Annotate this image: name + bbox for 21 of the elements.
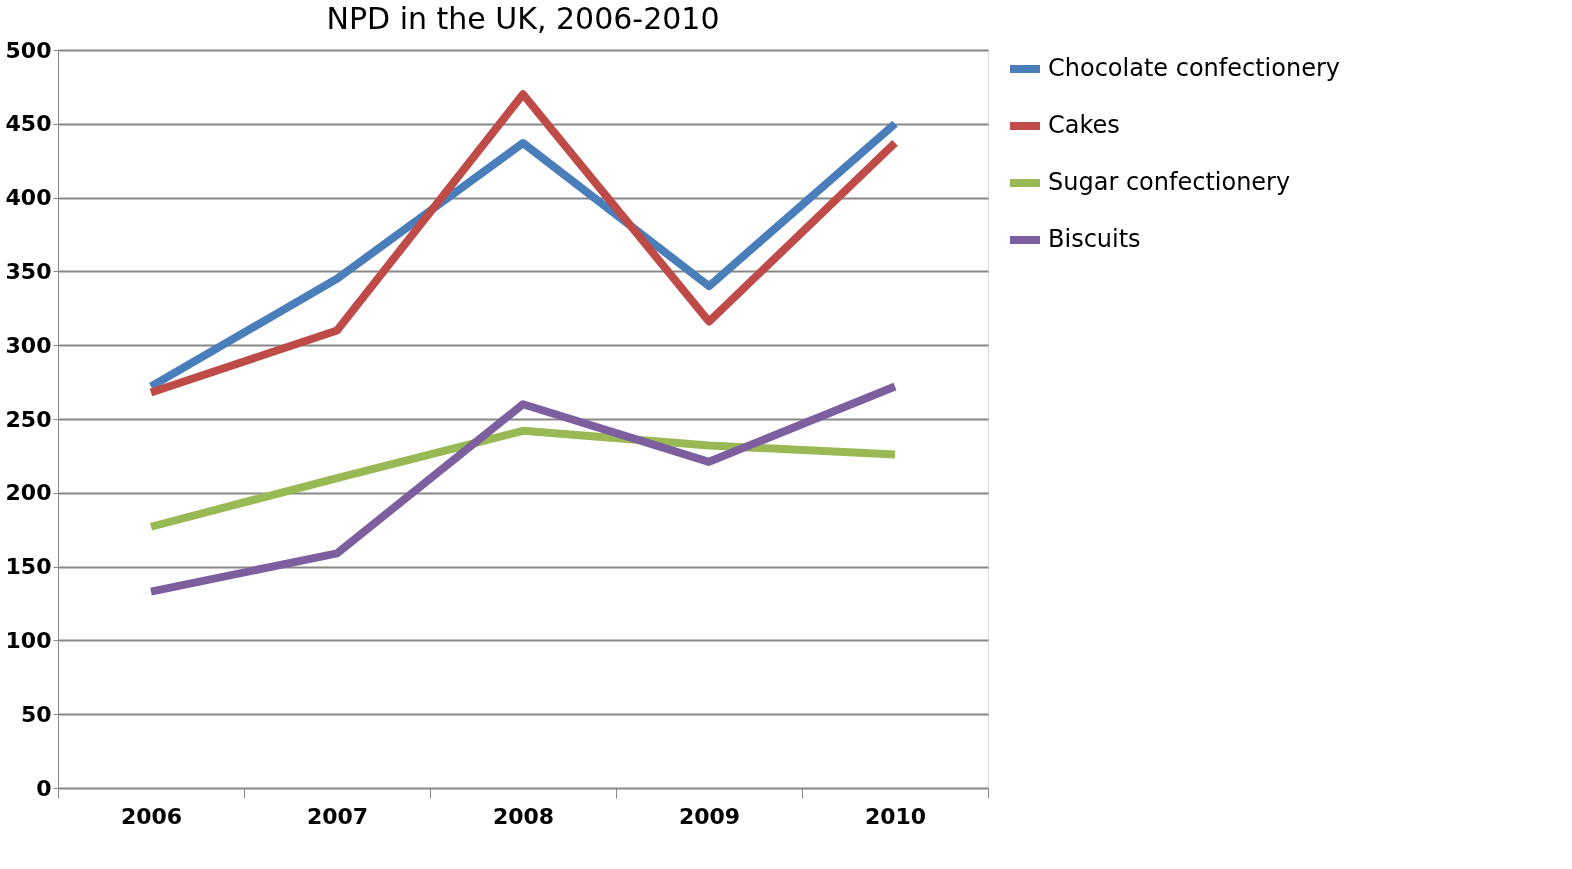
x-tick-label: 2006 <box>120 803 183 829</box>
legend-label: Chocolate confectionery <box>1048 54 1341 82</box>
x-tick-label: 2007 <box>306 803 369 829</box>
y-tick-label: 350 <box>5 258 52 284</box>
y-tick-label: 50 <box>20 701 52 727</box>
x-tick-label: 2010 <box>864 803 927 829</box>
x-tick-label: 2009 <box>678 803 741 829</box>
y-tick-label: 450 <box>5 111 52 137</box>
y-tick-label: 0 <box>36 775 52 801</box>
legend-label: Sugar confectionery <box>1048 168 1291 196</box>
y-tick-label: 100 <box>5 627 52 653</box>
y-tick-label: 300 <box>5 332 52 358</box>
y-tick-label: 500 <box>5 37 52 63</box>
x-tick-label: 2008 <box>492 803 555 829</box>
y-tick-label: 400 <box>5 185 52 211</box>
legend-label: Cakes <box>1048 111 1120 139</box>
chart-title: NPD in the UK, 2006-2010 <box>326 1 720 36</box>
y-tick-label: 150 <box>5 554 52 580</box>
legend-label: Biscuits <box>1048 225 1141 253</box>
y-tick-label: 250 <box>5 406 52 432</box>
y-tick-label: 200 <box>5 480 52 506</box>
